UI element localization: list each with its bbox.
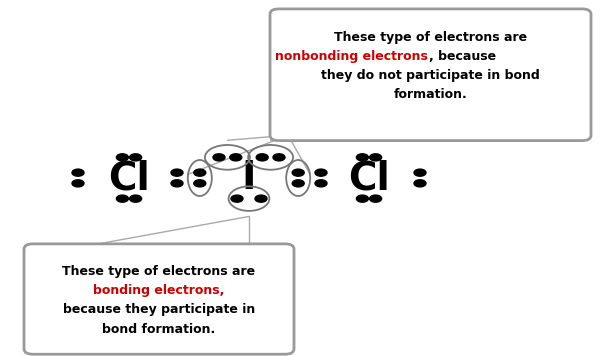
- Text: they do not participate in bond: they do not participate in bond: [321, 69, 540, 83]
- Circle shape: [356, 195, 368, 202]
- Text: because they participate in: because they participate in: [63, 303, 255, 316]
- Text: nonbonding electrons: nonbonding electrons: [275, 50, 427, 63]
- Text: , because: , because: [428, 50, 496, 63]
- Circle shape: [171, 180, 183, 187]
- Text: Cl: Cl: [348, 159, 390, 197]
- Text: These type of electrons are: These type of electrons are: [62, 265, 256, 278]
- Circle shape: [72, 180, 84, 187]
- FancyBboxPatch shape: [270, 9, 591, 141]
- Circle shape: [292, 180, 304, 187]
- Circle shape: [273, 154, 285, 161]
- Circle shape: [370, 154, 382, 161]
- Circle shape: [194, 169, 206, 176]
- Circle shape: [213, 154, 225, 161]
- Circle shape: [194, 180, 206, 187]
- FancyBboxPatch shape: [24, 244, 294, 354]
- Circle shape: [315, 169, 327, 176]
- Text: bond formation.: bond formation.: [103, 323, 215, 336]
- Circle shape: [370, 195, 382, 202]
- Circle shape: [292, 169, 304, 176]
- Circle shape: [255, 195, 267, 202]
- Circle shape: [116, 195, 128, 202]
- Circle shape: [116, 154, 128, 161]
- Circle shape: [315, 180, 327, 187]
- Text: Cl: Cl: [108, 159, 150, 197]
- Circle shape: [356, 154, 368, 161]
- Text: formation.: formation.: [394, 88, 467, 101]
- Circle shape: [256, 154, 268, 161]
- Circle shape: [130, 154, 142, 161]
- Text: These type of electrons are: These type of electrons are: [334, 31, 527, 44]
- Circle shape: [414, 169, 426, 176]
- Circle shape: [171, 169, 183, 176]
- Circle shape: [231, 195, 243, 202]
- Circle shape: [414, 180, 426, 187]
- Circle shape: [130, 195, 142, 202]
- Circle shape: [72, 169, 84, 176]
- Circle shape: [230, 154, 242, 161]
- Text: bonding electrons,: bonding electrons,: [94, 284, 224, 297]
- Text: I: I: [242, 159, 256, 197]
